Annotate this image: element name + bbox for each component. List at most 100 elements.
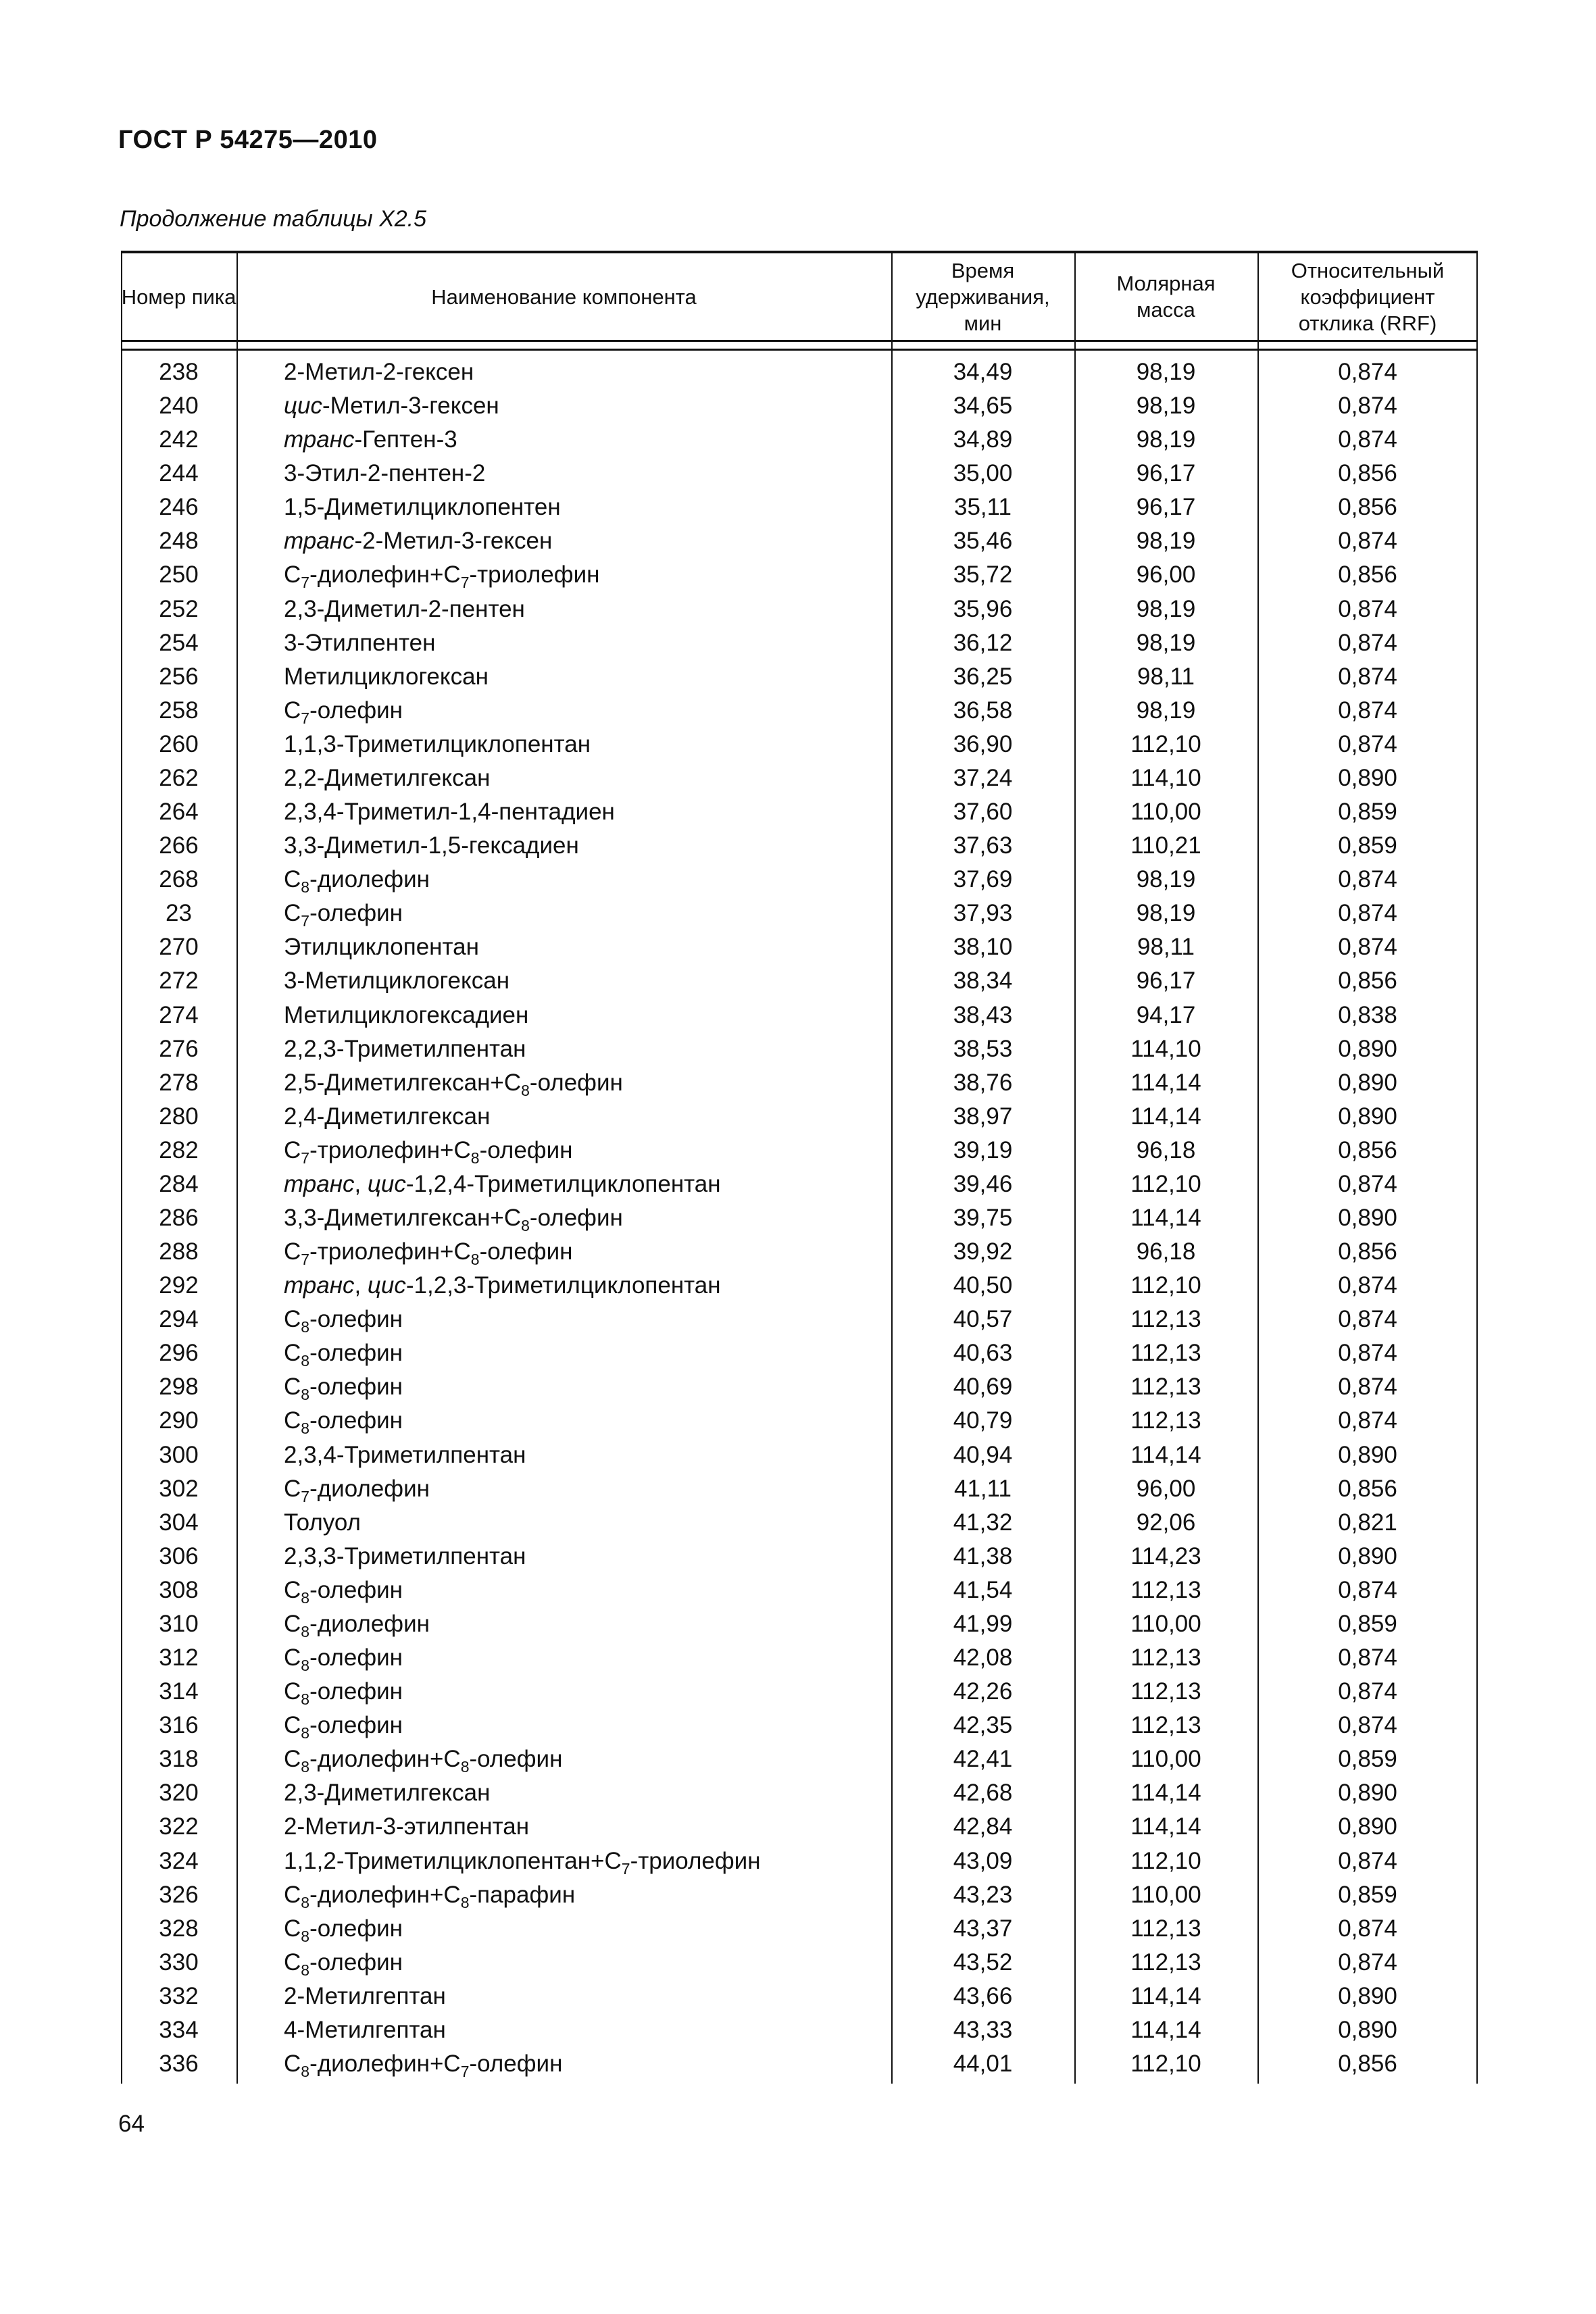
rrf-value: 0,890 [1338,1780,1397,1807]
rrf-value: 0,874 [1338,1576,1397,1603]
rrf-value: 0,890 [1338,1982,1397,2009]
table-row: 292 транс, цис-1,2,3-Триметилциклопентан 4… [121,1269,1478,1303]
table-row: 290 C8-олефин 40,79 112,13 0,874 [121,1404,1478,1438]
table-row: 296 C8-олефин 40,63 112,13 0,874 [121,1336,1478,1370]
retention-time: 42,35 [953,1712,1013,1739]
rrf-value: 0,859 [1338,832,1397,859]
molar-mass: 112,13 [1130,1915,1201,1942]
peak-number: 274 [159,1001,199,1028]
component-name: 2,4-Диметилгексан [284,1103,491,1130]
molar-mass: 98,19 [1136,629,1196,656]
component-name: 3-Этил-2-пентен-2 [284,460,486,487]
component-name: C7-олефин [284,900,403,930]
rrf-value: 0,890 [1338,1813,1397,1840]
retention-time: 43,33 [953,2016,1013,2043]
table-row: 266 3,3-Диметил-1,5-гексадиен 37,63 110,21 0… [121,829,1478,863]
rrf-value: 0,874 [1338,393,1397,420]
rrf-value: 0,838 [1338,1001,1397,1028]
component-name: C7-диолефин+C7-триолефин [284,561,600,592]
table-row: 316 C8-олефин 42,35 112,13 0,874 [121,1709,1478,1742]
peak-number: 276 [159,1035,199,1062]
rrf-value: 0,890 [1338,1542,1397,1569]
molar-mass: 98,19 [1136,900,1196,927]
rrf-value: 0,856 [1338,460,1397,487]
component-name: C8-олефин [284,1644,403,1675]
rrf-value: 0,859 [1338,799,1397,826]
document-title: ГОСТ Р 54275—2010 [118,126,378,154]
table-row: 240 цис-Метил-3-гексен 34,65 98,19 0,874 [121,389,1478,423]
rrf-value: 0,856 [1338,561,1397,588]
component-name: 2-Метил-2-гексен [284,359,474,385]
peak-number: 298 [159,1374,199,1401]
molar-mass: 98,19 [1136,866,1196,893]
retention-time: 34,89 [953,426,1013,453]
retention-time: 40,63 [953,1340,1013,1367]
table-row: 330 C8-олефин 43,52 112,13 0,874 [121,1946,1478,1980]
table-row: 274 Метилциклогексадиен 38,43 94,17 0,838 [121,999,1478,1032]
molar-mass: 112,13 [1130,1576,1201,1603]
rrf-value: 0,856 [1338,2051,1397,2077]
peak-number: 238 [159,359,199,385]
component-name: 2,3-Диметил-2-пентен [284,595,525,622]
table-row: 288 C7-триолефин+C8-олефин 39,92 96,18 0,856 [121,1235,1478,1269]
retention-time: 38,43 [953,1001,1013,1028]
component-name: 4-Метилгептан [284,2016,446,2043]
retention-time: 43,37 [953,1915,1013,1942]
molar-mass: 110,00 [1130,1610,1201,1637]
retention-time: 42,26 [953,1678,1013,1705]
table-row: 280 2,4-Диметилгексан 38,97 114,14 0,890 [121,1100,1478,1134]
molar-mass: 98,19 [1136,697,1196,724]
retention-time: 38,53 [953,1035,1013,1062]
component-name: транс, цис-1,2,4-Триметилциклопентан [284,1170,721,1197]
molar-mass: 98,19 [1136,595,1196,622]
rrf-value: 0,874 [1338,1170,1397,1197]
table-row: 270 Этилциклопентан 38,10 98,11 0,874 [121,930,1478,964]
peak-number: 318 [159,1746,199,1773]
molar-mass: 96,18 [1136,1136,1196,1163]
component-name: транс-2-Метил-3-гексен [284,528,553,555]
table-row: 250 C7-диолефин+C7-триолефин 35,72 96,00 0,8… [121,558,1478,592]
header-divider [121,340,1478,342]
rrf-value: 0,874 [1338,359,1397,385]
column-divider [1074,251,1076,2084]
peak-number: 254 [159,629,199,656]
molar-mass: 98,19 [1136,359,1196,385]
component-name: транс, цис-1,2,3-Триметилциклопентан [284,1272,721,1299]
component-name: C8-олефин [284,1407,403,1438]
component-name: 2-Метил-3-этилпентан [284,1813,530,1840]
peak-number: 330 [159,1948,199,1976]
table-row: 324 1,1,2-Триметилциклопентан+C7-триолефи… [121,1844,1478,1878]
component-name: Метилциклогексадиен [284,1001,529,1028]
table-row: 276 2,2,3-Триметилпентан 38,53 114,10 0,890 [121,1032,1478,1066]
peak-number: 288 [159,1238,199,1265]
molar-mass: 114,10 [1130,764,1201,791]
rrf-value: 0,874 [1338,730,1397,757]
peak-number: 334 [159,2016,199,2043]
rrf-value: 0,856 [1338,494,1397,521]
component-name: C8-диолефин [284,1610,430,1640]
peak-number: 302 [159,1475,199,1502]
retention-time: 42,68 [953,1780,1013,1807]
rrf-value: 0,874 [1338,697,1397,724]
table-row: 310 C8-диолефин 41,99 110,00 0,859 [121,1607,1478,1641]
molar-mass: 112,13 [1130,1712,1201,1739]
component-name: C8-олефин [284,1712,403,1742]
molar-mass: 112,13 [1130,1340,1201,1367]
header-molar-mass: Молярная масса [1116,272,1216,322]
retention-time: 42,08 [953,1644,1013,1671]
rrf-value: 0,859 [1338,1610,1397,1637]
component-name: 3,3-Диметилгексан+C8-олефин [284,1205,623,1234]
component-name: 3-Этилпентен [284,629,436,656]
rrf-value: 0,890 [1338,764,1397,791]
component-name: 2,3,4-Триметилпентан [284,1441,526,1468]
retention-time: 41,99 [953,1610,1013,1637]
rrf-value: 0,874 [1338,1340,1397,1367]
table-row: 256 Метилциклогексан 36,25 98,11 0,874 [121,660,1478,694]
rrf-value: 0,890 [1338,1205,1397,1231]
retention-time: 35,46 [953,528,1013,555]
component-name: транс-Гептен-3 [284,426,457,453]
peak-number: 324 [159,1847,199,1874]
peak-number: 332 [159,1982,199,2009]
header-divider-double [121,349,1478,351]
table-top-border [121,251,1478,253]
